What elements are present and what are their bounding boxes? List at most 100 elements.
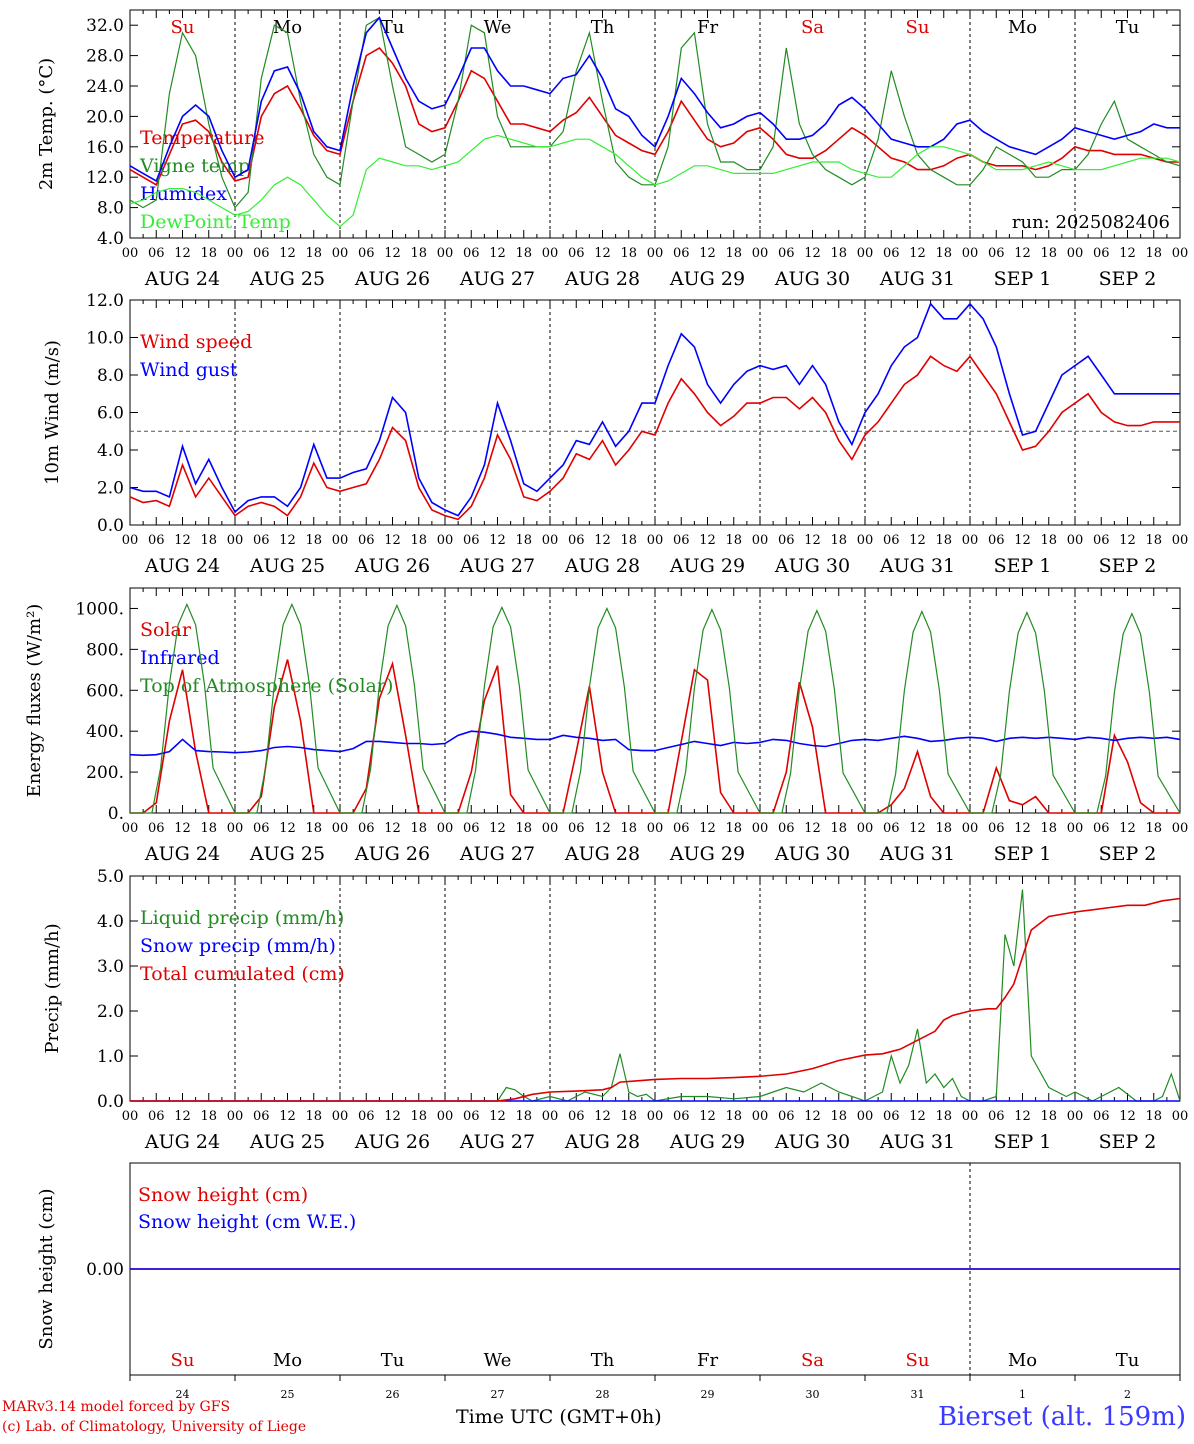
precip-date-label: AUG 26 (354, 1131, 430, 1153)
wind-hour-label: 00 (542, 533, 559, 548)
model-credit: MARv3.14 model forced by GFS (2, 1399, 231, 1415)
temp-hour-label: 00 (542, 246, 559, 261)
precip-legend-label: Liquid precip (mm/h) (140, 907, 344, 929)
precip-hour-label: 12 (1119, 1109, 1136, 1124)
energy-date-label: AUG 29 (669, 843, 745, 865)
temp-hour-label: 00 (1067, 246, 1084, 261)
energy-hour-label: 00 (1067, 821, 1084, 836)
wind-date-label: AUG 29 (669, 555, 745, 577)
snow-legend-label: Snow height (cm W.E.) (138, 1211, 356, 1233)
precip-hour-label: 00 (752, 1109, 769, 1124)
wind-hour-label: 18 (1145, 533, 1162, 548)
temp-hour-label: 00 (122, 246, 139, 261)
day-name-label: Su (171, 17, 195, 38)
precip-hour-label: 18 (725, 1109, 742, 1124)
energy-hour-label: 12 (804, 821, 821, 836)
energy-legend-label: Top of Atmosphere (Solar) (140, 675, 393, 697)
wind-hour-label: 06 (673, 533, 690, 548)
energy-hour-label: 18 (200, 821, 217, 836)
temp-series-dewpoint-temp (129, 134, 1181, 228)
temp-hour-label: 06 (1093, 246, 1110, 261)
wind-hour-label: 12 (1014, 533, 1031, 548)
bottom-day-number: 31 (911, 1388, 925, 1401)
precip-ytick-label: 0.0 (97, 1092, 124, 1112)
temp-hour-label: 18 (620, 246, 637, 261)
wind-ytick-label: 6.0 (97, 404, 124, 424)
wind-hour-label: 18 (305, 533, 322, 548)
energy-hour-label: 18 (1040, 821, 1057, 836)
temp-date-label: AUG 31 (879, 268, 955, 290)
temp-legend-label: Vigne temp (139, 155, 250, 177)
temp-hour-label: 12 (279, 246, 296, 261)
precip-hour-label: 00 (647, 1109, 664, 1124)
wind-ytick-label: 4.0 (97, 441, 124, 461)
temp-hour-label: 12 (1119, 246, 1136, 261)
wind-hour-label: 18 (515, 533, 532, 548)
precip-hour-label: 12 (279, 1109, 296, 1124)
day-name-label: Tu (1116, 17, 1140, 38)
day-name-label: Th (591, 17, 615, 38)
precip-hour-label: 00 (437, 1109, 454, 1124)
precip-date-label: AUG 24 (144, 1131, 220, 1153)
precip-ytick-label: 3.0 (97, 957, 124, 977)
temp-ytick-label: 32.0 (86, 16, 124, 36)
energy-ytick-label: 200. (86, 763, 124, 783)
energy-ytick-label: 0. (108, 804, 124, 824)
precip-hour-label: 06 (463, 1109, 480, 1124)
energy-hour-label: 12 (1014, 821, 1031, 836)
wind-hour-label: 12 (1119, 533, 1136, 548)
wind-ytick-label: 2.0 (97, 479, 124, 499)
temp-hour-label: 18 (725, 246, 742, 261)
wind-ytick-label: 10.0 (86, 329, 124, 349)
day-name-label: Mo (1008, 17, 1037, 38)
temp-ytick-label: 20.0 (86, 107, 124, 127)
temp-hour-label: 18 (1040, 246, 1057, 261)
precip-date-label: AUG 27 (459, 1131, 535, 1153)
wind-hour-label: 06 (1093, 533, 1110, 548)
wind-series-wind-gust (129, 302, 1180, 517)
run-label: run: 2025082406 (1012, 212, 1170, 233)
temp-date-label: AUG 24 (144, 268, 220, 290)
precip-hour-label: 06 (568, 1109, 585, 1124)
wind-hour-label: 00 (122, 533, 139, 548)
wind-legend-label: Wind speed (140, 331, 252, 353)
bottom-day-number: 30 (806, 1388, 820, 1401)
temp-date-label: SEP 2 (1099, 268, 1157, 290)
wind-hour-label: 00 (1172, 533, 1189, 548)
precip-hour-label: 12 (174, 1109, 191, 1124)
wind-hour-label: 00 (962, 533, 979, 548)
energy-hour-label: 06 (778, 821, 795, 836)
energy-series-infrared (129, 730, 1181, 757)
energy-date-label: AUG 26 (354, 843, 430, 865)
lab-credit: (c) Lab. of Climatology, University of L… (2, 1419, 307, 1435)
temp-hour-label: 18 (1145, 246, 1162, 261)
wind-hour-label: 18 (725, 533, 742, 548)
energy-hour-label: 12 (489, 821, 506, 836)
bottom-day-number: 29 (701, 1388, 715, 1401)
temp-legend-label: Temperature (140, 127, 264, 149)
day-name-label: Sa (801, 17, 824, 38)
bottom-day-number: 27 (491, 1388, 505, 1401)
precip-hour-label: 00 (962, 1109, 979, 1124)
wind-ytick-label: 8.0 (97, 366, 124, 386)
precip-ytick-label: 1.0 (97, 1047, 124, 1067)
energy-hour-label: 06 (988, 821, 1005, 836)
precip-ytick-label: 2.0 (97, 1002, 124, 1022)
bottom-day-name: Su (906, 1350, 930, 1371)
precip-series-total-cumulated-cm- (130, 897, 1181, 1102)
precip-hour-label: 12 (699, 1109, 716, 1124)
precip-hour-label: 18 (410, 1109, 427, 1124)
temp-hour-label: 06 (358, 246, 375, 261)
energy-hour-label: 06 (253, 821, 270, 836)
energy-hour-label: 12 (384, 821, 401, 836)
energy-hour-label: 12 (1119, 821, 1136, 836)
temp-date-label: AUG 28 (564, 268, 640, 290)
temp-date-label: SEP 1 (994, 268, 1052, 290)
energy-hour-label: 12 (594, 821, 611, 836)
wind-date-label: AUG 28 (564, 555, 640, 577)
wind-hour-label: 12 (594, 533, 611, 548)
temp-hour-label: 18 (515, 246, 532, 261)
wind-hour-label: 12 (489, 533, 506, 548)
energy-hour-label: 18 (410, 821, 427, 836)
temp-hour-label: 06 (568, 246, 585, 261)
